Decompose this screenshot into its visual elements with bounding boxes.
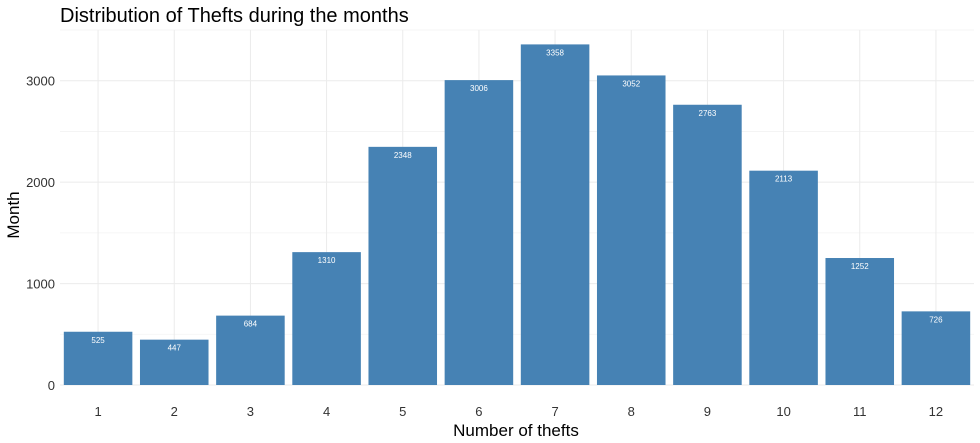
bar-month-12 (901, 311, 971, 385)
x-tick-label: 10 (776, 404, 790, 419)
x-tick-label: 8 (628, 404, 635, 419)
y-tick-label: 1000 (26, 277, 55, 292)
x-tick-label: 11 (853, 404, 867, 419)
bar-month-6 (444, 80, 514, 385)
x-tick-label: 7 (551, 404, 558, 419)
bar-month-7 (520, 44, 590, 385)
bar-month-9 (673, 104, 742, 385)
bar-month-10 (749, 170, 818, 385)
bar-month-11 (825, 258, 895, 385)
x-tick-label: 9 (704, 404, 711, 419)
bar-month-1 (63, 331, 133, 385)
y-axis-title: Month (4, 191, 23, 238)
x-axis-ticks: 1 2 3 4 5 6 7 8 9 10 11 12 (94, 404, 943, 419)
data-label-month-12: 726 (929, 315, 943, 324)
x-axis-title: Number of thefts (453, 421, 579, 440)
x-tick-label: 4 (323, 404, 330, 419)
y-tick-label: 2000 (26, 175, 55, 190)
data-label-month-6: 3006 (470, 84, 488, 93)
bar-month-8 (596, 75, 666, 385)
data-label-month-7: 3358 (546, 48, 564, 57)
data-label-month-8: 3052 (622, 79, 640, 88)
y-tick-label: 0 (48, 378, 55, 393)
data-labels: 525 447 684 1310 2348 3006 3358 3052 2763 2113 125… (91, 48, 943, 352)
data-label-month-3: 684 (244, 320, 258, 329)
y-axis-ticks: 0 1000 2000 3000 (26, 74, 55, 393)
y-tick-label: 3000 (26, 74, 55, 89)
data-label-month-9: 2763 (699, 109, 717, 118)
bars (63, 44, 971, 385)
bar-month-4 (292, 252, 361, 385)
data-label-month-2: 447 (168, 344, 182, 353)
x-tick-label: 5 (399, 404, 406, 419)
x-tick-label: 1 (94, 404, 101, 419)
data-label-month-1: 525 (91, 336, 105, 345)
bar-month-2 (139, 339, 209, 385)
x-tick-label: 3 (247, 404, 254, 419)
bar-month-3 (216, 315, 285, 385)
chart-title: Distribution of Thefts during the months (60, 5, 409, 27)
x-tick-label: 6 (475, 404, 482, 419)
data-label-month-11: 1252 (851, 262, 869, 271)
data-label-month-5: 2348 (394, 151, 412, 160)
data-label-month-10: 2113 (775, 175, 793, 184)
bar-month-5 (368, 146, 438, 385)
data-label-month-4: 1310 (318, 256, 336, 265)
x-tick-label: 2 (171, 404, 178, 419)
x-tick-label: 12 (929, 404, 943, 419)
